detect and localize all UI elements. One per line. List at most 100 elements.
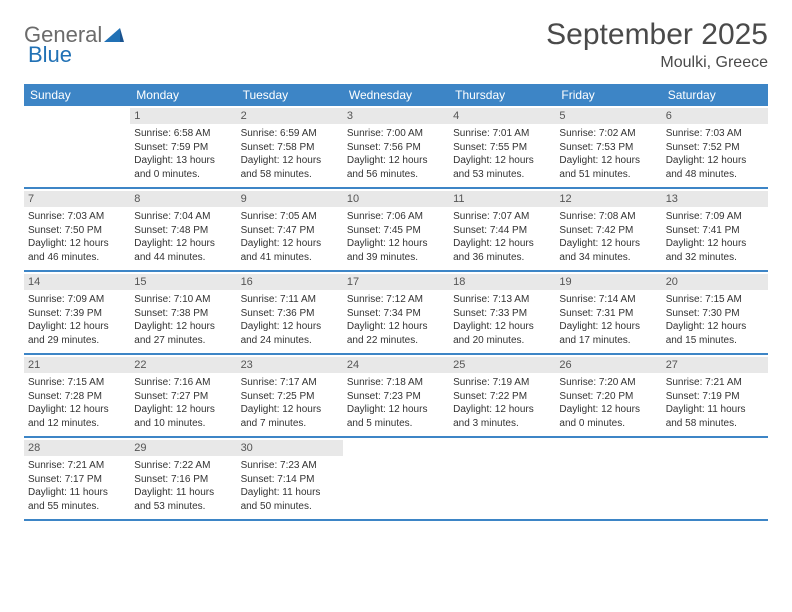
sunset-text: Sunset: 7:23 PM	[347, 390, 445, 404]
week-row: 14Sunrise: 7:09 AMSunset: 7:39 PMDayligh…	[24, 272, 768, 355]
header: General September 2025 Moulki, Greece	[24, 18, 768, 72]
daylight-text: Daylight: 12 hours and 51 minutes.	[559, 154, 657, 181]
day-cell: 10 Sunrise: 7:06 AMSunset: 7:45 PMDayligh…	[343, 189, 449, 270]
day-cell: 9Sunrise: 7:05 AMSunset: 7:47 PMDaylight…	[237, 189, 343, 270]
daylight-text: Daylight: 12 hours and 46 minutes.	[28, 237, 126, 264]
sunset-text: Sunset: 7:19 PM	[666, 390, 764, 404]
day-header: Tuesday	[237, 84, 343, 106]
daylight-text: Daylight: 12 hours and 39 minutes.	[347, 237, 445, 264]
day-cell: 26Sunrise: 7:20 AMSunset: 7:20 PMDayligh…	[555, 355, 661, 436]
day-cell	[449, 438, 555, 519]
sunrise-text: Sunrise: 7:21 AM	[666, 376, 764, 390]
sunrise-text: Sunrise: 7:23 AM	[241, 459, 339, 473]
sunrise-text: Sunrise: 7:07 AM	[453, 210, 551, 224]
sunset-text: Sunset: 7:42 PM	[559, 224, 657, 238]
week-row: 7Sunrise: 7:03 AMSunset: 7:50 PMDaylight…	[24, 189, 768, 272]
day-number: 6	[662, 108, 768, 124]
sunset-text: Sunset: 7:28 PM	[28, 390, 126, 404]
day-number: 14	[24, 274, 130, 290]
day-cell: 18Sunrise: 7:13 AMSunset: 7:33 PMDayligh…	[449, 272, 555, 353]
sunrise-text: Sunrise: 7:08 AM	[559, 210, 657, 224]
sunset-text: Sunset: 7:36 PM	[241, 307, 339, 321]
daylight-text: Daylight: 13 hours and 0 minutes.	[134, 154, 232, 181]
day-number	[343, 440, 449, 444]
sunset-text: Sunset: 7:45 PM	[347, 224, 445, 238]
day-number: 5	[555, 108, 661, 124]
sunrise-text: Sunrise: 7:17 AM	[241, 376, 339, 390]
daylight-text: Daylight: 12 hours and 36 minutes.	[453, 237, 551, 264]
day-number: 30	[237, 440, 343, 456]
sunset-text: Sunset: 7:38 PM	[134, 307, 232, 321]
day-number: 2	[237, 108, 343, 124]
sunset-text: Sunset: 7:20 PM	[559, 390, 657, 404]
sunset-text: Sunset: 7:30 PM	[666, 307, 764, 321]
sunrise-text: Sunrise: 7:02 AM	[559, 127, 657, 141]
day-number: 25	[449, 357, 555, 373]
sunrise-text: Sunrise: 7:03 AM	[28, 210, 126, 224]
sunrise-text: Sunrise: 7:20 AM	[559, 376, 657, 390]
daylight-text: Daylight: 12 hours and 53 minutes.	[453, 154, 551, 181]
sunrise-text: Sunrise: 6:58 AM	[134, 127, 232, 141]
day-number: 15	[130, 274, 236, 290]
sunrise-text: Sunrise: 7:00 AM	[347, 127, 445, 141]
day-number: 27	[662, 357, 768, 373]
day-header: Friday	[555, 84, 661, 106]
sunrise-text: Sunrise: 7:06 AM	[347, 210, 445, 224]
sunrise-text: Sunrise: 7:09 AM	[666, 210, 764, 224]
daylight-text: Daylight: 11 hours and 58 minutes.	[666, 403, 764, 430]
sunset-text: Sunset: 7:14 PM	[241, 473, 339, 487]
sunset-text: Sunset: 7:44 PM	[453, 224, 551, 238]
day-cell: 1Sunrise: 6:58 AMSunset: 7:59 PMDaylight…	[130, 106, 236, 187]
sunset-text: Sunset: 7:25 PM	[241, 390, 339, 404]
sunrise-text: Sunrise: 7:03 AM	[666, 127, 764, 141]
sunrise-text: Sunrise: 7:19 AM	[453, 376, 551, 390]
sunrise-text: Sunrise: 7:18 AM	[347, 376, 445, 390]
daylight-text: Daylight: 12 hours and 17 minutes.	[559, 320, 657, 347]
daylight-text: Daylight: 12 hours and 22 minutes.	[347, 320, 445, 347]
day-number: 18	[449, 274, 555, 290]
day-header: Monday	[130, 84, 236, 106]
sunset-text: Sunset: 7:50 PM	[28, 224, 126, 238]
day-cell: 30Sunrise: 7:23 AMSunset: 7:14 PMDayligh…	[237, 438, 343, 519]
day-number	[449, 440, 555, 444]
sunset-text: Sunset: 7:33 PM	[453, 307, 551, 321]
logo-text-2: Blue	[28, 42, 72, 67]
day-header: Wednesday	[343, 84, 449, 106]
day-cell: 8Sunrise: 7:04 AMSunset: 7:48 PMDaylight…	[130, 189, 236, 270]
daylight-text: Daylight: 12 hours and 29 minutes.	[28, 320, 126, 347]
day-cell: 13Sunrise: 7:09 AMSunset: 7:41 PMDayligh…	[662, 189, 768, 270]
day-cell: 15Sunrise: 7:10 AMSunset: 7:38 PMDayligh…	[130, 272, 236, 353]
title-block: September 2025 Moulki, Greece	[546, 18, 768, 72]
day-header: Sunday	[24, 84, 130, 106]
day-cell: 5Sunrise: 7:02 AMSunset: 7:53 PMDaylight…	[555, 106, 661, 187]
day-number: 10	[343, 191, 449, 207]
sunrise-text: Sunrise: 7:16 AM	[134, 376, 232, 390]
calendar: SundayMondayTuesdayWednesdayThursdayFrid…	[24, 84, 768, 521]
day-cell: 29Sunrise: 7:22 AMSunset: 7:16 PMDayligh…	[130, 438, 236, 519]
week-row: 1Sunrise: 6:58 AMSunset: 7:59 PMDaylight…	[24, 106, 768, 189]
sunrise-text: Sunrise: 7:15 AM	[28, 376, 126, 390]
sunset-text: Sunset: 7:27 PM	[134, 390, 232, 404]
week-row: 21Sunrise: 7:15 AMSunset: 7:28 PMDayligh…	[24, 355, 768, 438]
day-cell: 3Sunrise: 7:00 AMSunset: 7:56 PMDaylight…	[343, 106, 449, 187]
day-cell: 16Sunrise: 7:11 AMSunset: 7:36 PMDayligh…	[237, 272, 343, 353]
sunset-text: Sunset: 7:41 PM	[666, 224, 764, 238]
daylight-text: Daylight: 12 hours and 27 minutes.	[134, 320, 232, 347]
sunrise-text: Sunrise: 7:04 AM	[134, 210, 232, 224]
day-header: Saturday	[662, 84, 768, 106]
day-number: 24	[343, 357, 449, 373]
daylight-text: Daylight: 12 hours and 7 minutes.	[241, 403, 339, 430]
daylight-text: Daylight: 12 hours and 20 minutes.	[453, 320, 551, 347]
day-number	[24, 108, 130, 112]
day-cell: 21Sunrise: 7:15 AMSunset: 7:28 PMDayligh…	[24, 355, 130, 436]
daylight-text: Daylight: 12 hours and 48 minutes.	[666, 154, 764, 181]
day-cell: 28Sunrise: 7:21 AMSunset: 7:17 PMDayligh…	[24, 438, 130, 519]
day-cell: 17Sunrise: 7:12 AMSunset: 7:34 PMDayligh…	[343, 272, 449, 353]
daylight-text: Daylight: 12 hours and 32 minutes.	[666, 237, 764, 264]
daylight-text: Daylight: 12 hours and 44 minutes.	[134, 237, 232, 264]
day-number: 9	[237, 191, 343, 207]
daylight-text: Daylight: 12 hours and 56 minutes.	[347, 154, 445, 181]
day-cell: 6Sunrise: 7:03 AMSunset: 7:52 PMDaylight…	[662, 106, 768, 187]
day-cell: 20Sunrise: 7:15 AMSunset: 7:30 PMDayligh…	[662, 272, 768, 353]
day-number: 26	[555, 357, 661, 373]
